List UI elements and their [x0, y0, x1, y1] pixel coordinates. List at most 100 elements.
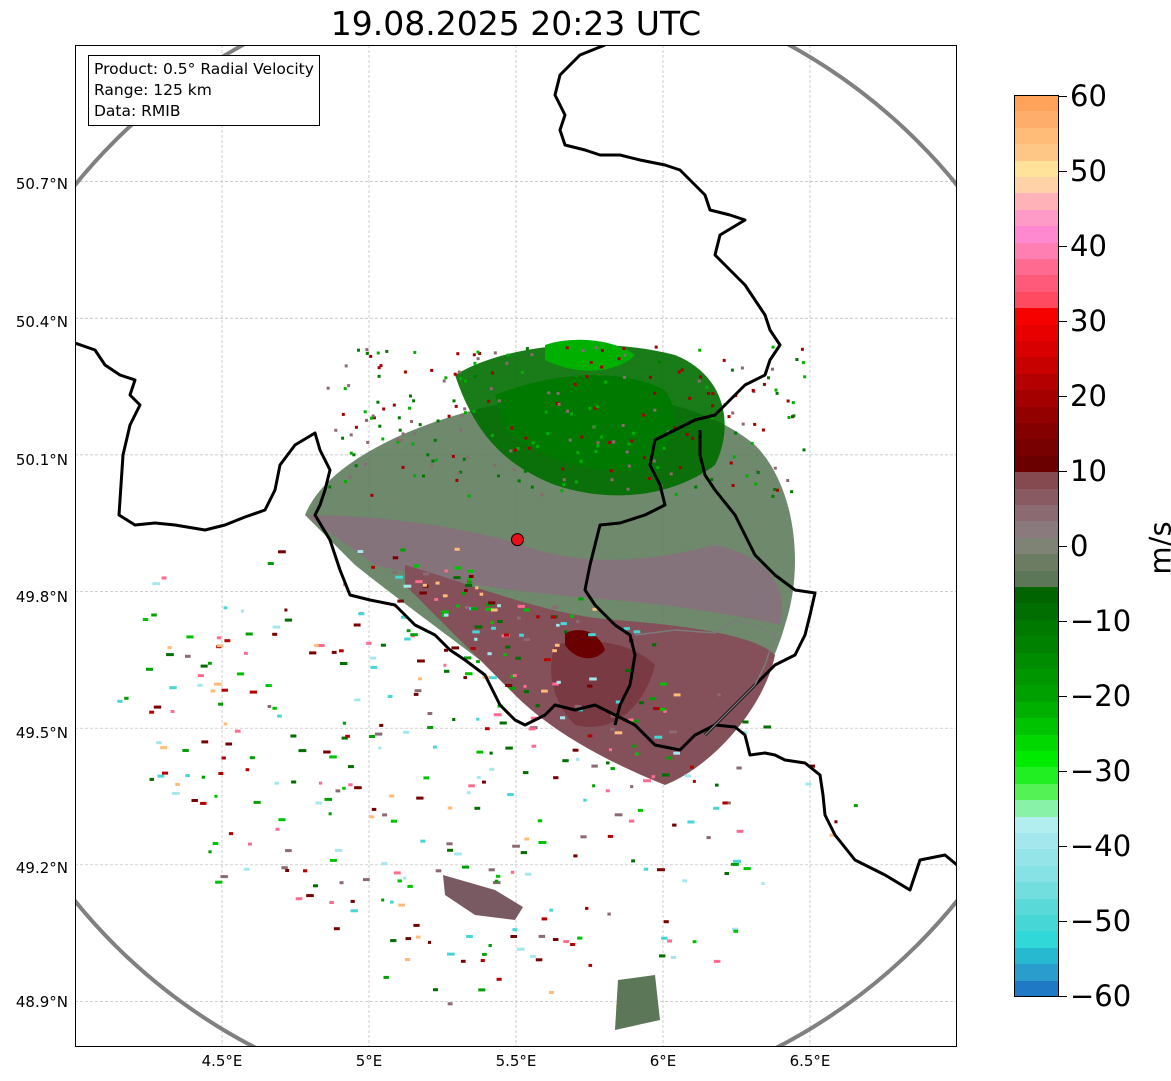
echo-speck — [581, 349, 585, 352]
echo-speck — [348, 765, 354, 769]
echo-speck — [740, 366, 744, 370]
echo-speck — [405, 958, 411, 961]
echo-speck — [660, 682, 667, 686]
echo-speck — [605, 789, 610, 793]
colorbar-segment — [1014, 931, 1059, 949]
echo-speck — [379, 723, 384, 727]
radar-map[interactable] — [75, 45, 957, 1047]
echo-speck — [377, 366, 381, 370]
echo-speck — [538, 934, 546, 938]
echo-speck — [315, 801, 322, 805]
echo-speck — [515, 656, 521, 660]
echo-speck — [413, 692, 419, 696]
echo-speck — [354, 786, 362, 790]
echo-speck — [464, 411, 467, 415]
colorbar-tick — [1059, 696, 1067, 697]
echo-speck — [522, 771, 529, 775]
echo-speck — [444, 569, 448, 573]
echo-speck — [387, 695, 393, 698]
echo-speck — [400, 548, 406, 552]
echo-speck — [568, 438, 572, 442]
lat-tick-label: 48.9°N — [15, 993, 68, 1011]
echo-speck — [555, 402, 559, 405]
echo-speck — [427, 726, 434, 729]
echo-speck — [529, 954, 536, 958]
echo-speck — [349, 451, 353, 455]
echo-speck — [562, 759, 569, 763]
echo-speck — [430, 368, 434, 372]
echo-speck — [225, 742, 232, 746]
colorbar-segment — [1014, 390, 1059, 408]
echo-speck — [574, 704, 581, 708]
echo-speck — [395, 575, 404, 579]
colorbar-segment — [1014, 439, 1059, 457]
colorbar-tick-label: −10 — [1070, 604, 1132, 638]
echo-speck — [710, 478, 714, 482]
echo-speck — [580, 435, 584, 439]
echo-speck — [580, 835, 587, 839]
echo-speck — [476, 357, 480, 361]
echo-speck — [628, 718, 634, 722]
colorbar-segment — [1014, 964, 1059, 982]
echo-speck — [212, 842, 219, 845]
colorbar-segment — [1014, 652, 1059, 670]
echo-speck — [577, 936, 583, 940]
echo-speck — [117, 699, 123, 703]
echo-speck — [402, 876, 407, 880]
echo-speck — [523, 469, 527, 473]
colorbar-segment — [1014, 849, 1059, 867]
colorbar-tick — [1059, 396, 1067, 397]
echo-speck — [750, 441, 754, 445]
echo-speck — [350, 899, 355, 903]
echo-speck — [771, 494, 775, 498]
echo-speck — [654, 345, 658, 349]
echo-speck — [328, 485, 332, 489]
echo-speck — [410, 420, 413, 423]
echo-speck — [516, 947, 525, 951]
echo-speck — [466, 791, 471, 795]
echo-speck — [589, 677, 597, 681]
echo-speck — [706, 836, 711, 840]
echo-speck — [352, 453, 356, 457]
colorbar-segment — [1014, 308, 1059, 326]
echo-speck — [298, 749, 307, 753]
echo-speck — [278, 550, 286, 554]
echo-speck — [505, 746, 513, 750]
echo-speck — [477, 775, 481, 779]
echo-speck — [572, 748, 579, 752]
echo-speck — [547, 391, 551, 395]
echo-speck — [420, 839, 426, 843]
echo-speck — [673, 426, 677, 430]
echo-speck — [631, 431, 635, 435]
echo-speck — [482, 952, 487, 956]
colorbar-segment — [1014, 373, 1059, 391]
echo-speck — [632, 744, 637, 748]
echo-speck — [753, 422, 757, 426]
echo-speck — [560, 489, 564, 493]
echo-speck — [213, 682, 222, 686]
echo-speck — [853, 804, 858, 808]
echo-speck — [318, 781, 323, 785]
echo-speck — [482, 780, 486, 784]
echo-speck — [607, 912, 611, 916]
echo-speck — [167, 646, 172, 650]
echo-speck — [381, 898, 385, 902]
echo-speck — [344, 480, 347, 484]
echo-speck — [156, 741, 162, 745]
echo-speck — [324, 797, 332, 801]
echo-speck — [427, 712, 433, 715]
echo-speck — [381, 862, 388, 866]
echo-speck — [417, 659, 425, 663]
echo-speck — [648, 477, 652, 480]
echo-speck — [722, 358, 726, 362]
echo-speck — [392, 403, 396, 407]
echo-speck — [365, 418, 368, 422]
echo-speck — [354, 425, 358, 429]
colorbar-segment — [1014, 734, 1059, 752]
echo-speck — [630, 785, 634, 789]
colorbar-segment — [1014, 783, 1059, 801]
echo-speck — [218, 772, 224, 775]
echo-speck — [472, 630, 480, 634]
echo-speck — [476, 660, 480, 664]
echo-speck — [369, 815, 375, 819]
